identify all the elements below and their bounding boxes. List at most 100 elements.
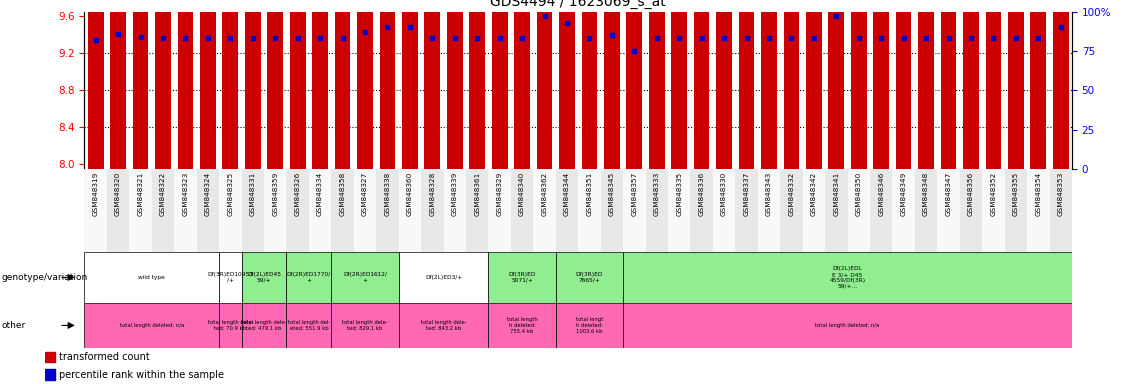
Text: GSM848343: GSM848343 <box>766 171 772 216</box>
Bar <box>581 0 597 169</box>
Bar <box>84 169 107 252</box>
Text: GSM848350: GSM848350 <box>856 171 861 216</box>
Bar <box>556 252 623 303</box>
Text: GSM848346: GSM848346 <box>878 171 884 216</box>
Text: GSM848357: GSM848357 <box>632 171 637 216</box>
Point <box>491 35 509 41</box>
Point <box>266 35 284 41</box>
Bar <box>421 169 444 252</box>
Bar <box>470 0 485 169</box>
Bar <box>354 169 376 252</box>
Bar <box>645 169 668 252</box>
Text: GSM848352: GSM848352 <box>991 171 997 216</box>
Title: GDS4494 / 1623069_s_at: GDS4494 / 1623069_s_at <box>490 0 667 9</box>
Text: total length dele-
ted: 479.1 kb: total length dele- ted: 479.1 kb <box>241 320 287 331</box>
Text: GSM848332: GSM848332 <box>788 171 795 216</box>
Bar <box>985 0 1001 169</box>
Bar <box>848 169 870 252</box>
Bar <box>1053 0 1069 169</box>
Bar <box>402 0 418 169</box>
Bar <box>133 0 149 169</box>
Bar <box>447 0 463 169</box>
Bar <box>492 0 508 169</box>
Text: GSM848320: GSM848320 <box>115 171 122 216</box>
Bar <box>263 169 286 252</box>
Text: GSM848323: GSM848323 <box>182 171 188 216</box>
Text: GSM848338: GSM848338 <box>384 171 391 216</box>
Point <box>468 35 486 41</box>
Bar <box>649 0 664 169</box>
Point <box>670 35 688 41</box>
Text: GSM848336: GSM848336 <box>698 171 705 216</box>
Bar <box>223 0 239 169</box>
Text: GSM848333: GSM848333 <box>654 171 660 216</box>
Bar <box>45 369 55 380</box>
Bar <box>245 0 260 169</box>
Bar <box>289 0 305 169</box>
Point <box>446 35 464 41</box>
Bar <box>489 303 556 348</box>
Bar <box>511 169 534 252</box>
Bar <box>331 303 399 348</box>
Bar <box>220 252 242 303</box>
Text: Df(2L)ED3/+: Df(2L)ED3/+ <box>425 275 462 280</box>
Bar <box>466 169 489 252</box>
Bar <box>690 169 713 252</box>
Bar <box>399 252 489 303</box>
Bar <box>1008 0 1024 169</box>
Point <box>536 13 554 19</box>
Bar <box>175 169 197 252</box>
Bar <box>560 0 575 169</box>
Point <box>154 35 172 41</box>
Text: total length deleted: n/a: total length deleted: n/a <box>119 323 184 328</box>
Point <box>828 13 846 19</box>
Bar <box>623 169 645 252</box>
Point <box>378 24 396 30</box>
Text: Df(2R)ED1770/
+: Df(2R)ED1770/ + <box>287 272 331 283</box>
Bar <box>579 169 600 252</box>
Text: GSM848322: GSM848322 <box>160 171 166 216</box>
Bar <box>425 0 440 169</box>
Bar <box>937 169 959 252</box>
Bar <box>1004 169 1027 252</box>
Bar <box>286 252 331 303</box>
Bar <box>537 0 553 169</box>
Bar <box>242 169 263 252</box>
Text: GSM848330: GSM848330 <box>721 171 727 216</box>
Bar <box>1030 0 1046 169</box>
Bar <box>806 0 822 169</box>
Bar <box>1049 169 1072 252</box>
Text: GSM848356: GSM848356 <box>968 171 974 216</box>
Bar <box>870 169 893 252</box>
Bar <box>515 0 530 169</box>
Text: Df(3R)ED
7665/+: Df(3R)ED 7665/+ <box>575 272 604 283</box>
Bar <box>784 0 799 169</box>
Bar <box>735 169 758 252</box>
Point <box>177 35 195 41</box>
Bar <box>914 169 937 252</box>
Point <box>873 35 891 41</box>
Bar <box>399 303 489 348</box>
Text: GSM848331: GSM848331 <box>250 171 256 216</box>
Text: total length dele-
ted: 829.1 kb: total length dele- ted: 829.1 kb <box>342 320 387 331</box>
Point <box>199 35 217 41</box>
Bar <box>242 303 286 348</box>
Text: GSM848347: GSM848347 <box>946 171 951 216</box>
Bar <box>399 169 421 252</box>
Bar <box>489 169 511 252</box>
Bar <box>242 252 286 303</box>
Point <box>647 35 665 41</box>
Bar <box>1027 169 1049 252</box>
Text: other: other <box>1 321 26 330</box>
Point <box>333 35 351 41</box>
Text: GSM848321: GSM848321 <box>137 171 143 216</box>
Text: GSM848349: GSM848349 <box>901 171 906 216</box>
Text: GSM848325: GSM848325 <box>227 171 233 216</box>
Bar <box>178 0 194 169</box>
Bar <box>739 0 754 169</box>
Text: GSM848319: GSM848319 <box>92 171 99 216</box>
Text: GSM848358: GSM848358 <box>340 171 346 216</box>
Bar <box>357 0 373 169</box>
Bar <box>200 0 216 169</box>
Bar <box>110 0 126 169</box>
